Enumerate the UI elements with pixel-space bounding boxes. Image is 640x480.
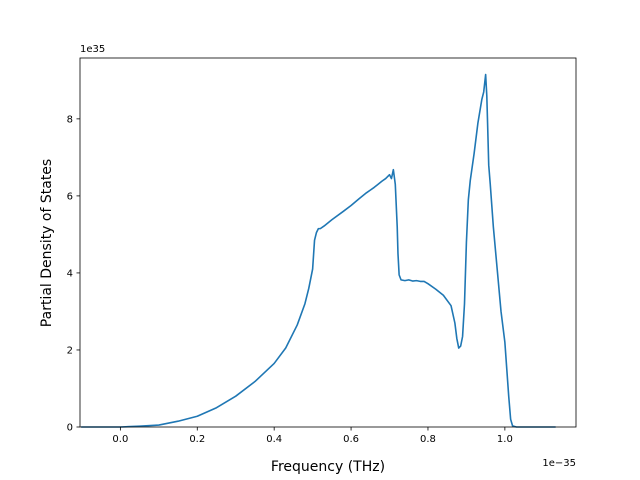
pdos-series-line <box>81 73 556 428</box>
x-tick-label: 0.2 <box>189 434 205 445</box>
y-tick-label: 0 <box>67 423 73 434</box>
y-tick-label: 4 <box>67 268 73 279</box>
y-tick-label: 6 <box>67 191 73 202</box>
x-tick-label: 0.8 <box>420 434 436 445</box>
y-offset-label: 1e35 <box>80 44 105 55</box>
x-axis-label: Frequency (THz) <box>271 459 385 475</box>
x-axis-ticks: 0.0 0.2 0.4 0.6 0.8 1.0 <box>112 427 513 445</box>
x-tick-label: 1.0 <box>497 434 513 445</box>
y-tick-label: 8 <box>67 114 73 125</box>
x-tick-label: 0.6 <box>343 434 359 445</box>
plot-area <box>80 58 576 427</box>
plot-frame <box>79 57 577 428</box>
y-tick-label: 2 <box>67 345 73 356</box>
x-offset-label: 1e−35 <box>542 458 576 469</box>
series-layer <box>81 73 556 428</box>
y-axis-label: Partial Density of States <box>39 159 55 327</box>
y-axis-ticks: 0 2 4 6 8 <box>67 114 80 434</box>
x-tick-label: 0.4 <box>266 434 282 445</box>
x-tick-label: 0.0 <box>112 434 128 445</box>
